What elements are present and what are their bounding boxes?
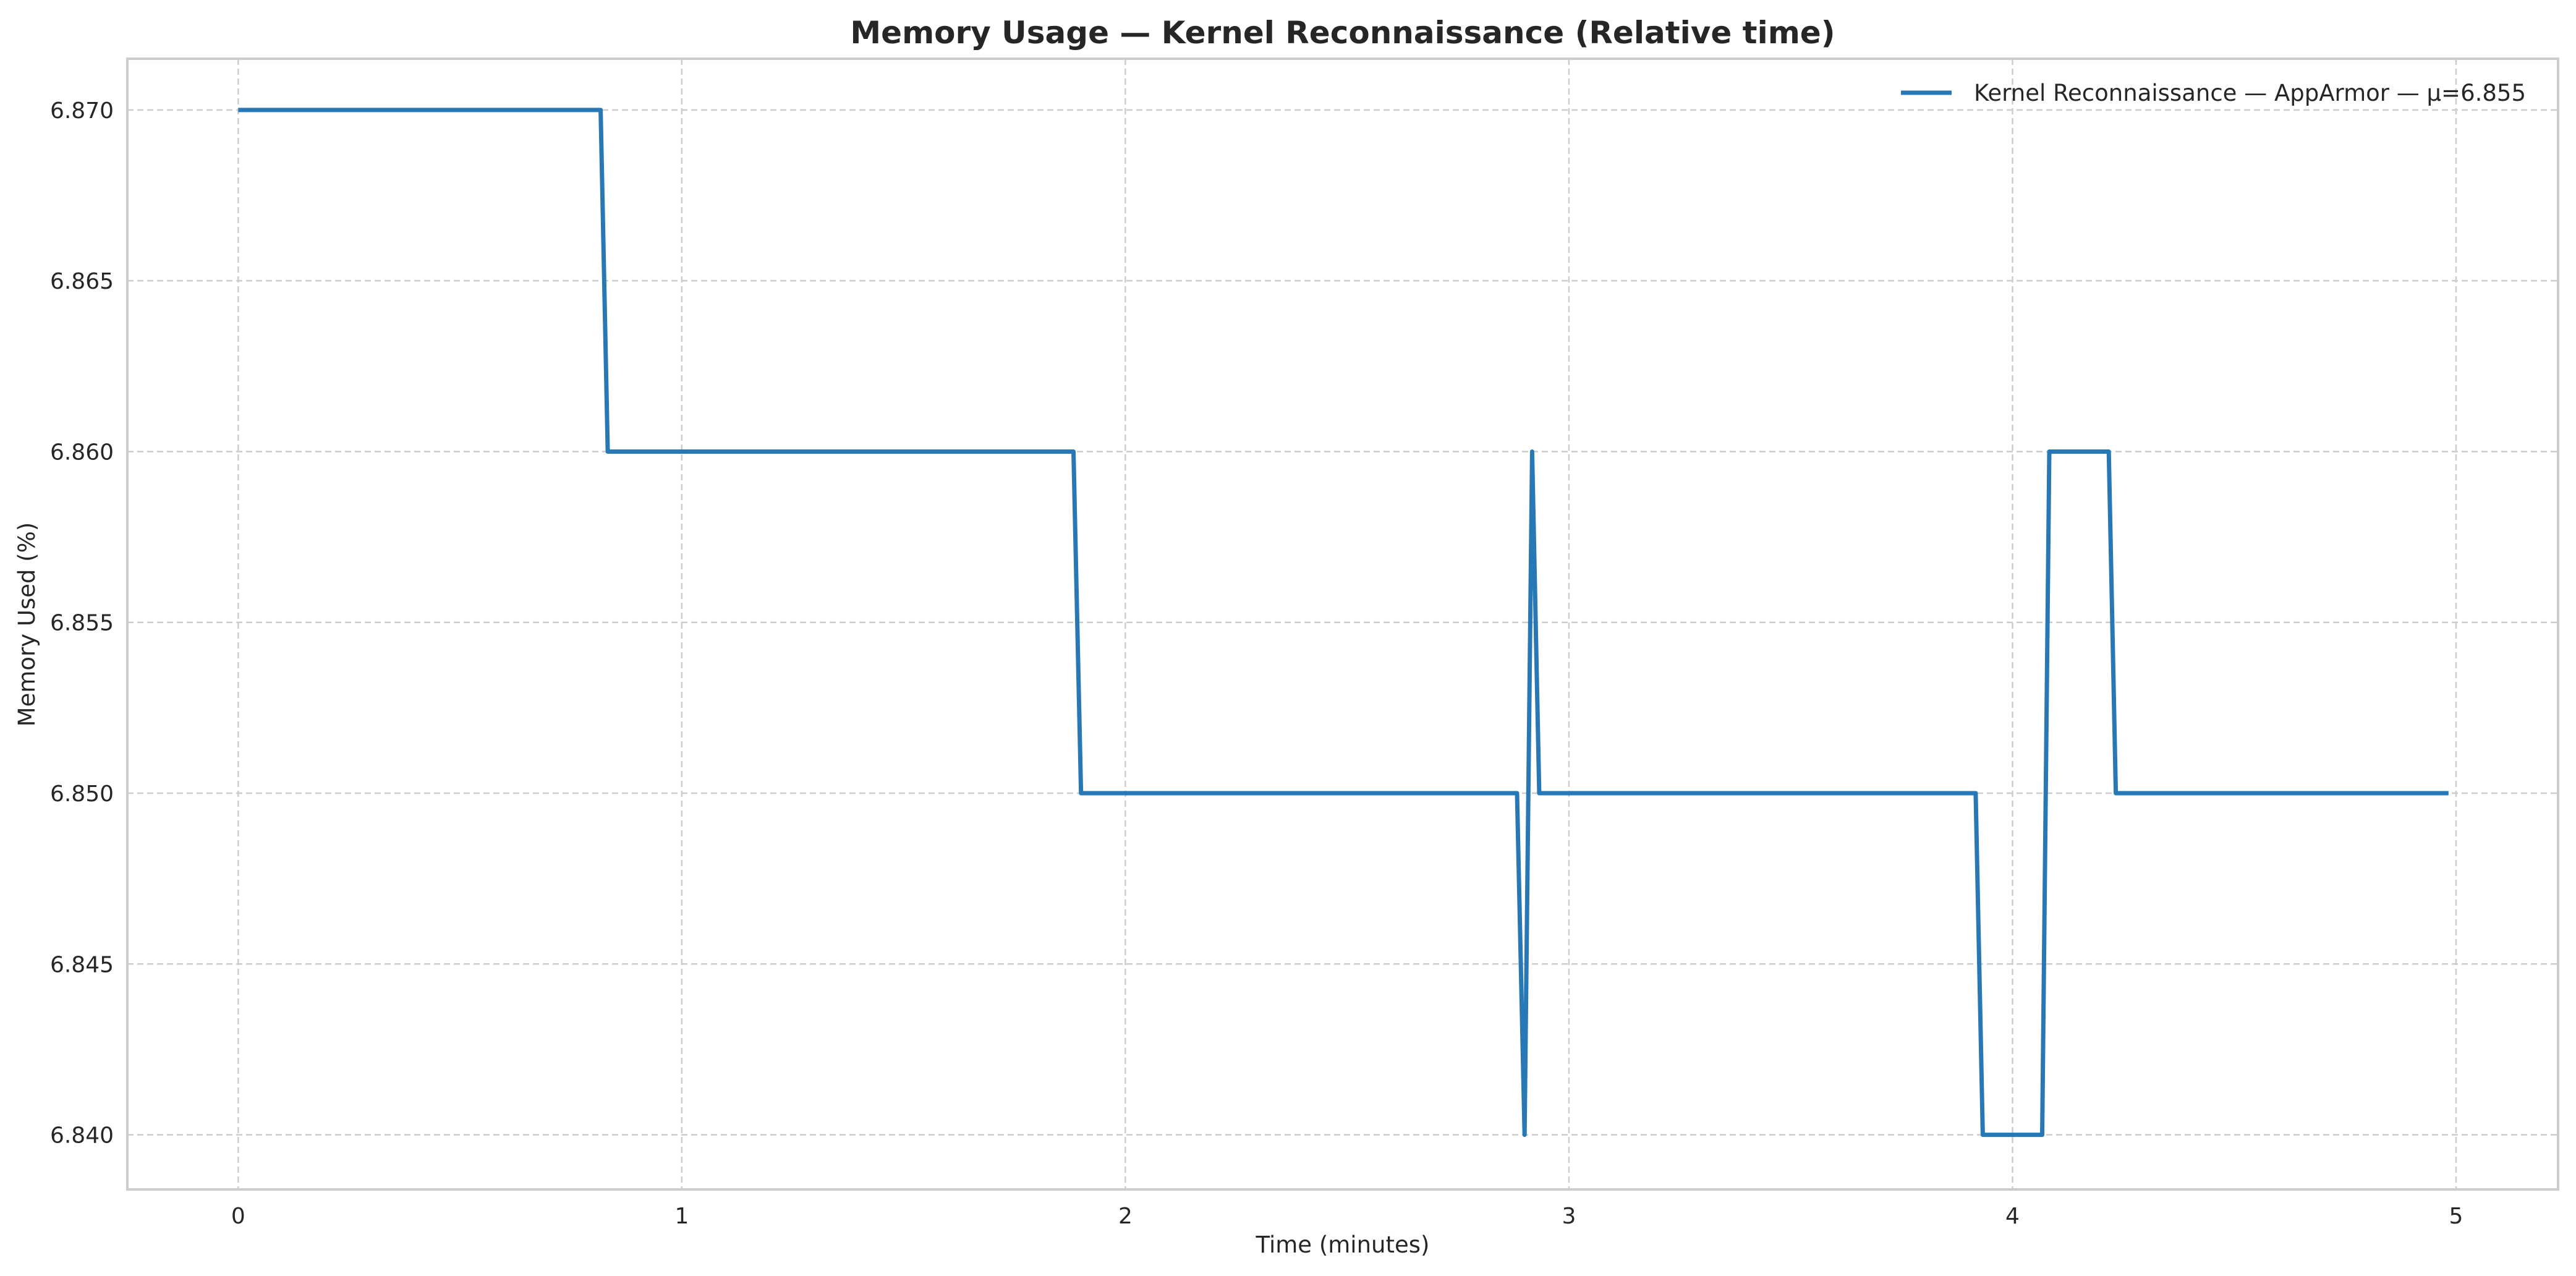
series-line-0 <box>238 108 2449 1138</box>
legend-label: Kernel Reconnaissance — AppArmor — μ=6.8… <box>1974 80 2526 106</box>
x-axis-label: Time (minutes) <box>1256 1231 1430 1258</box>
y-axis-label: Memory Used (%) <box>14 522 40 727</box>
y-tick-label: 6.845 <box>50 952 114 977</box>
x-tick-label: 3 <box>1562 1204 1576 1229</box>
x-tick-label: 5 <box>2449 1204 2463 1229</box>
y-tick-label: 6.855 <box>50 611 114 636</box>
y-tick-label: 6.870 <box>50 98 114 124</box>
plot-frame <box>126 57 2559 1191</box>
series-layer <box>238 108 2449 1138</box>
grid-lines <box>127 59 2558 1189</box>
chart-title: Memory Usage — Kernel Reconnaissance (Re… <box>850 15 1835 51</box>
y-tick-label: 6.865 <box>50 269 114 294</box>
legend: Kernel Reconnaissance — AppArmor — μ=6.8… <box>1901 80 2526 106</box>
y-tick-label: 6.840 <box>50 1123 114 1149</box>
y-tick-label: 6.850 <box>50 781 114 807</box>
x-tick-label: 0 <box>231 1204 245 1229</box>
x-tick-label: 2 <box>1118 1204 1133 1229</box>
x-tick-label: 1 <box>674 1204 689 1229</box>
x-tick-label: 4 <box>2005 1204 2020 1229</box>
tick-labels: 0 1 2 3 4 5 6.840 6.845 6.850 6.855 6.860 6.865 6.87… <box>50 98 2463 1229</box>
y-tick-label: 6.860 <box>50 440 114 465</box>
